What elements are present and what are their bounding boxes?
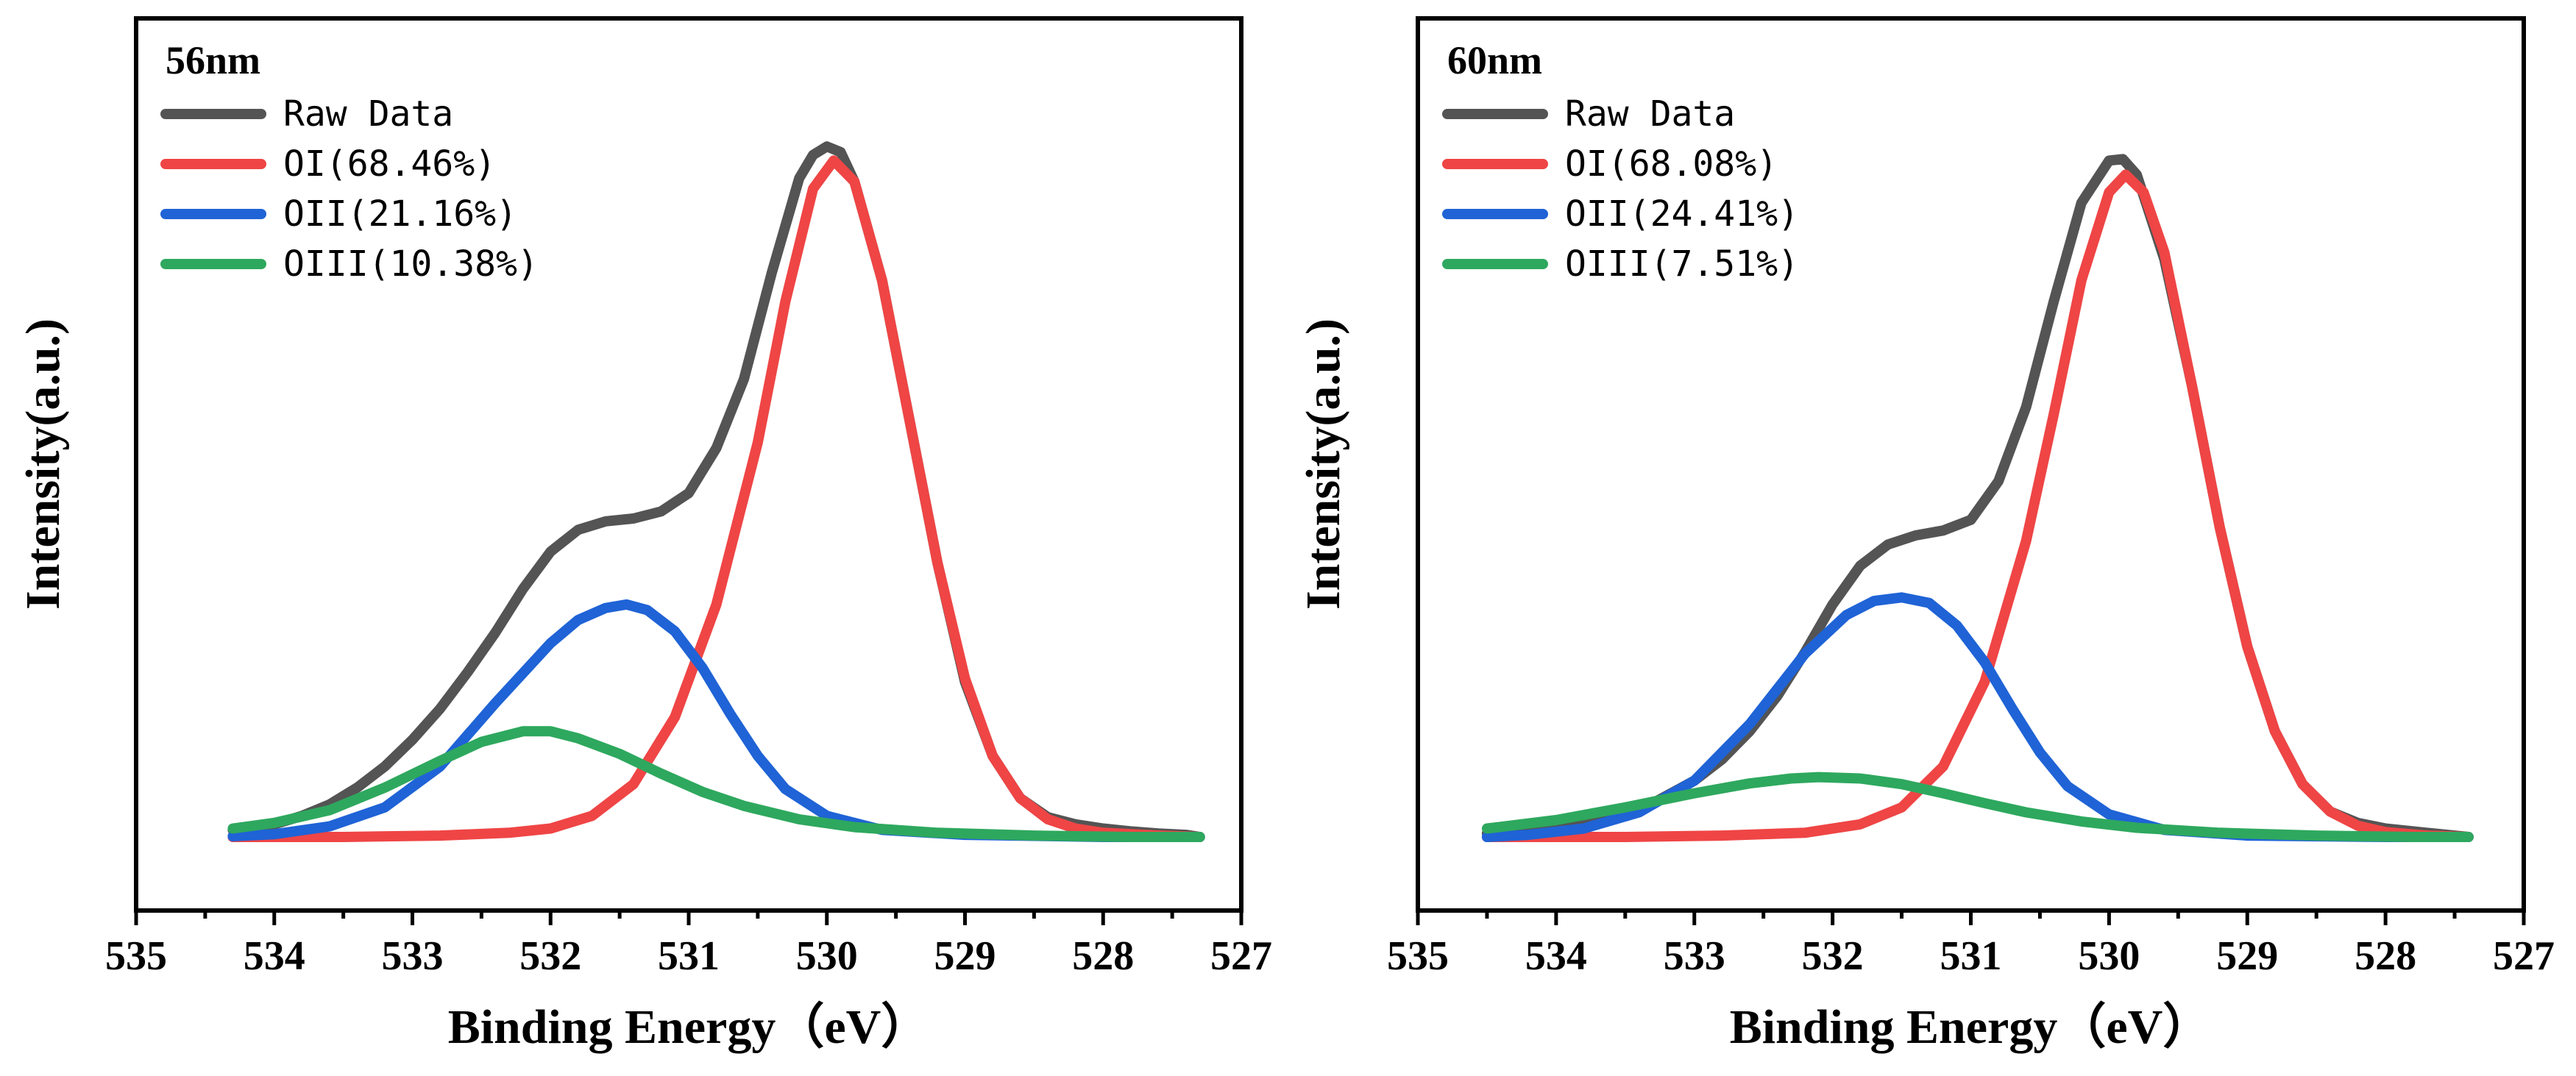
x-tick-label: 531 xyxy=(658,933,720,979)
series-line-oi-68-08- xyxy=(1481,169,2474,842)
legend-label: OIII(7.51%) xyxy=(1565,243,1799,285)
x-axis-ticks xyxy=(134,911,1243,925)
x-tick-label: 535 xyxy=(1387,933,1449,979)
legend-label: OII(24.41%) xyxy=(1565,193,1799,235)
x-axis-tick-labels: 535 534 533 532 531 530 529 528 527 xyxy=(105,933,1272,979)
y-axis-title: Intensity(a.u.) xyxy=(1296,318,1350,610)
x-axis-tick-labels: 535 534 533 532 531 530 529 528 527 xyxy=(1387,933,2555,979)
legend: Raw Data OI(68.46%) OII(21.16%) OIII(10.38%… xyxy=(160,93,539,285)
series-line-oii-21-16- xyxy=(227,599,1205,842)
legend-label: OI(68.08%) xyxy=(1565,143,1778,185)
x-tick-label: 528 xyxy=(2355,933,2416,979)
panel-title: 60nm xyxy=(1447,38,1542,82)
x-tick-label: 527 xyxy=(2493,933,2555,979)
x-axis-title: Binding Energy（eV） xyxy=(1730,1000,2212,1054)
x-tick-label: 529 xyxy=(2216,933,2278,979)
series-group xyxy=(1481,154,2474,842)
legend-label: Raw Data xyxy=(283,93,453,135)
x-axis-title: Binding Energy（eV） xyxy=(448,1000,930,1054)
x-tick-label: 533 xyxy=(1664,933,1725,979)
x-axis-ticks xyxy=(1416,911,2526,925)
x-tick-label: 532 xyxy=(519,933,581,979)
x-tick-label: 531 xyxy=(1940,933,2002,979)
x-tick-label: 535 xyxy=(105,933,167,979)
chart-panel-60nm: 535 534 533 532 531 530 529 528 527 60nm Raw Dat… xyxy=(1296,16,2555,1054)
chart-panel-56nm: 535 534 533 532 531 530 529 528 527 56nm Raw Dat… xyxy=(16,16,1272,1054)
y-axis-title: Intensity(a.u.) xyxy=(16,318,70,610)
series-line-oiii-7-51- xyxy=(1481,772,2474,842)
x-tick-label: 534 xyxy=(1525,933,1587,979)
legend-label: Raw Data xyxy=(1565,93,1735,135)
legend: Raw Data OI(68.08%) OII(24.41%) OIII(7.51%) xyxy=(1442,93,1799,285)
series-line-oiii-10-38- xyxy=(227,726,1205,842)
series-line-oi-68-46- xyxy=(227,155,1205,842)
x-tick-label: 529 xyxy=(934,933,996,979)
series-group xyxy=(227,141,1205,842)
legend-label: OIII(10.38%) xyxy=(283,243,539,285)
panel-title: 56nm xyxy=(166,38,260,82)
x-tick-label: 530 xyxy=(796,933,858,979)
legend-label: OII(21.16%) xyxy=(283,193,517,235)
x-tick-label: 527 xyxy=(1210,933,1272,979)
x-tick-label: 534 xyxy=(244,933,305,979)
x-tick-label: 533 xyxy=(382,933,444,979)
x-tick-label: 528 xyxy=(1072,933,1134,979)
x-tick-label: 532 xyxy=(1802,933,1864,979)
x-tick-label: 530 xyxy=(2078,933,2140,979)
legend-label: OI(68.46%) xyxy=(283,143,496,185)
